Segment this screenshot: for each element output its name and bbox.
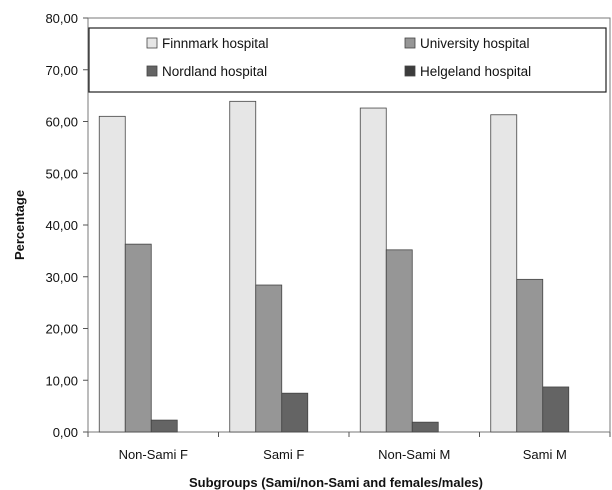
bar: [98, 115, 126, 433]
x-tick-label: Non-Sami M: [378, 447, 450, 462]
legend-swatch: [404, 37, 416, 49]
y-tick-label: 70,00: [45, 63, 78, 78]
bars-group: [98, 100, 570, 433]
y-tick-label: 40,00: [45, 218, 78, 233]
x-tick-label: Non-Sami F: [119, 447, 188, 462]
x-tick-label: Sami M: [523, 447, 567, 462]
bar: [255, 284, 283, 433]
y-axis: 0,00 10,00 20,00 30,00 40,00 50,00 60,00 70,00 8…: [45, 11, 88, 440]
legend-swatch: [146, 65, 158, 77]
bar: [281, 392, 309, 433]
x-axis-title: Subgroups (Sami/non-Sami and females/mal…: [189, 475, 483, 490]
legend-label: Helgeland hospital: [420, 64, 531, 79]
bar: [542, 386, 570, 433]
bar: [150, 419, 178, 433]
bar: [359, 107, 387, 433]
y-tick-label: 0,00: [53, 425, 78, 440]
legend-swatch: [404, 65, 416, 77]
y-tick-label: 60,00: [45, 115, 78, 130]
y-tick-label: 80,00: [45, 11, 78, 26]
x-axis: Non-Sami F Sami F Non-Sami M Sami M: [87, 432, 611, 462]
bar: [229, 100, 257, 433]
bar: [124, 243, 152, 433]
x-tick-label: Sami F: [263, 447, 304, 462]
legend-box: [88, 27, 607, 93]
legend-label: University hospital: [420, 36, 530, 51]
legend: Finnmark hospital University hospital Nord…: [88, 27, 607, 93]
bar: [490, 114, 518, 433]
y-tick-label: 50,00: [45, 166, 78, 181]
y-axis-title: Percentage: [12, 190, 27, 260]
bar: [411, 421, 439, 433]
y-tick-label: 20,00: [45, 322, 78, 337]
legend-label: Nordland hospital: [162, 64, 267, 79]
legend-label: Finnmark hospital: [162, 36, 269, 51]
y-tick-label: 10,00: [45, 373, 78, 388]
bar: [385, 249, 413, 433]
y-tick-label: 30,00: [45, 270, 78, 285]
legend-swatch: [146, 37, 158, 49]
bar: [516, 278, 544, 433]
